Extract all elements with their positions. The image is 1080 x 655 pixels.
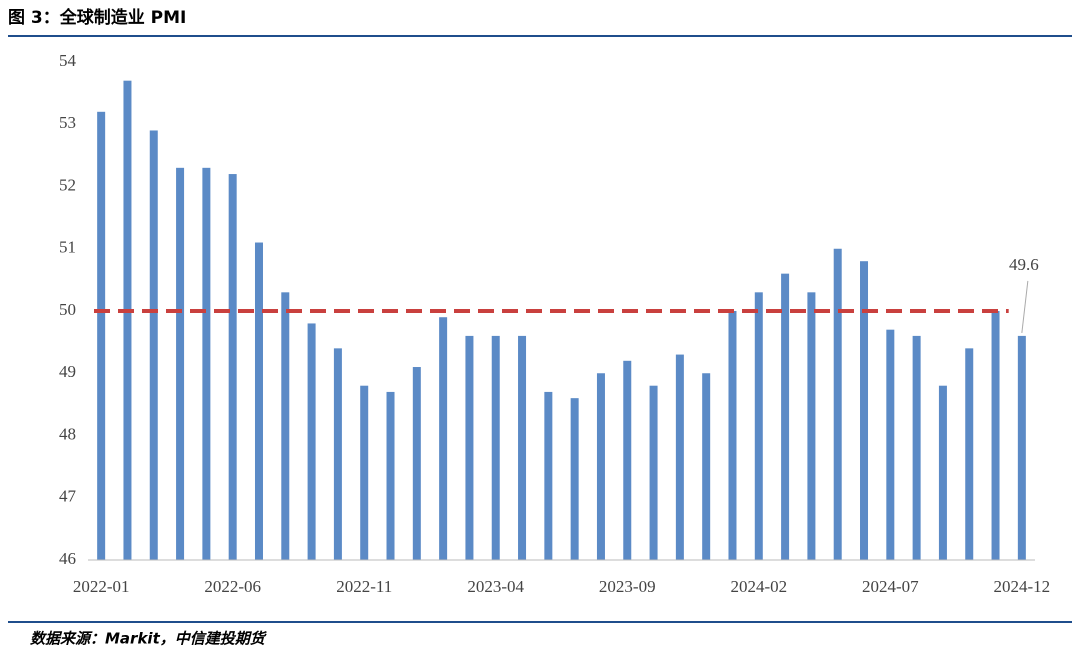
- bar: [281, 292, 290, 560]
- x-tick-label: 2022-11: [336, 577, 392, 596]
- bar: [781, 273, 790, 560]
- bar: [570, 398, 579, 560]
- bar: [833, 248, 842, 560]
- bar: [912, 335, 921, 560]
- bar: [491, 335, 500, 560]
- bar: [254, 242, 263, 560]
- value-label: 49.6: [1009, 255, 1039, 274]
- x-tick-label: 2024-12: [994, 577, 1051, 596]
- bar: [728, 311, 737, 560]
- bar: [176, 167, 185, 560]
- bar: [702, 373, 711, 560]
- bar: [307, 323, 316, 560]
- bar: [623, 360, 632, 560]
- x-tick-label: 2024-02: [730, 577, 787, 596]
- bar: [333, 348, 342, 560]
- bar: [886, 329, 895, 560]
- bar: [807, 292, 816, 560]
- bar: [149, 130, 158, 560]
- y-tick-label: 51: [59, 238, 76, 257]
- x-tick-label: 2022-06: [204, 577, 261, 596]
- x-tick-label: 2022-01: [73, 577, 130, 596]
- bar: [754, 292, 763, 560]
- y-tick-label: 47: [59, 487, 77, 506]
- bar: [860, 261, 869, 560]
- y-tick-label: 48: [59, 424, 76, 443]
- bar: [123, 80, 132, 561]
- y-tick-label: 49: [59, 362, 76, 381]
- label-leader: [1021, 280, 1029, 333]
- chart-title: 图 3：全球制造业 PMI: [8, 7, 186, 28]
- source-note: 数据来源：Markit，中信建投期货: [30, 630, 268, 648]
- y-tick-label: 54: [59, 51, 77, 70]
- y-tick-label: 50: [59, 300, 76, 319]
- bar: [938, 385, 947, 560]
- bar: [675, 354, 684, 560]
- bar: [991, 311, 1000, 560]
- bar: [412, 367, 421, 560]
- bar: [97, 111, 106, 561]
- y-tick-label: 52: [59, 175, 76, 194]
- bar: [965, 348, 974, 560]
- bar: [596, 373, 605, 560]
- bar: [386, 391, 395, 560]
- x-tick-label: 2024-07: [862, 577, 919, 596]
- y-tick-label: 53: [59, 113, 76, 132]
- x-tick-label: 2023-09: [599, 577, 656, 596]
- bar: [518, 335, 527, 560]
- x-tick-label: 2023-04: [467, 577, 524, 596]
- y-tick-label: 46: [59, 549, 76, 568]
- bar: [1017, 335, 1026, 560]
- bar: [228, 174, 237, 561]
- bar: [649, 385, 658, 560]
- bar: [544, 391, 553, 560]
- bar: [360, 385, 369, 560]
- bar: [202, 167, 211, 560]
- bar: [465, 335, 474, 560]
- bar: [439, 317, 448, 560]
